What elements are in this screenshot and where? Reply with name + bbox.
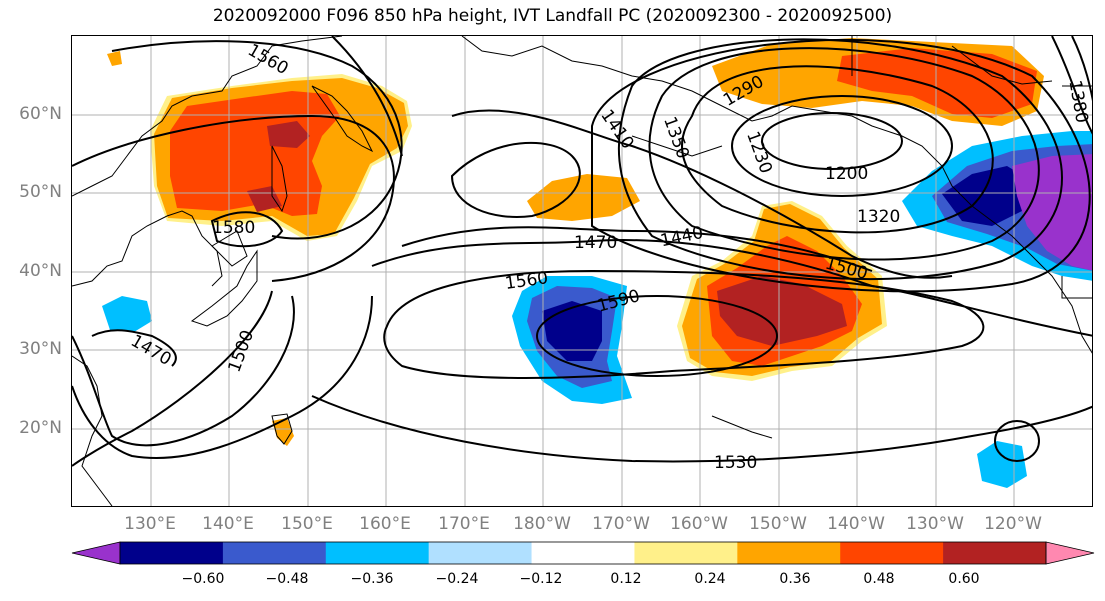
shade-small-orange	[272, 418, 294, 446]
colorbar-segment	[531, 542, 635, 564]
contour-label: 1200	[825, 164, 868, 184]
map-panel: 1560 1580 1470 1500 1410 1350 1290 1230 …	[71, 35, 1093, 507]
colorbar-tick: −0.12	[519, 571, 563, 587]
coastlines	[72, 36, 1092, 506]
lon-label: 140°E	[202, 514, 254, 534]
colorbar-outline	[119, 541, 1047, 565]
colorbar-tick: −0.36	[350, 571, 394, 587]
lon-label: 160°W	[670, 514, 728, 534]
lon-label: 170°E	[438, 514, 490, 534]
colorbar-tick: 0.60	[948, 571, 980, 587]
shade-small-orange-2	[107, 51, 122, 66]
colorbar-segment	[943, 542, 1047, 564]
height-contours	[72, 36, 1092, 467]
lon-label: 170°W	[592, 514, 650, 534]
colorbar-segment	[120, 542, 224, 564]
contour-label: 1530	[714, 453, 757, 473]
colorbar-extend-low	[71, 541, 121, 565]
lat-label: 60°N	[19, 104, 62, 124]
colorbar-tick: 0.12	[610, 571, 642, 587]
colorbar-tick: 0.48	[863, 571, 895, 587]
lat-label: 40°N	[19, 261, 62, 281]
colorbar-segment	[737, 542, 841, 564]
colorbar-tick: 0.36	[779, 571, 811, 587]
colorbar-tick: 0.24	[694, 571, 726, 587]
colorbar	[71, 541, 1095, 565]
lon-label: 160°E	[359, 514, 411, 534]
colorbar-tick: −0.60	[181, 571, 225, 587]
shade-nwam-purple	[1012, 154, 1092, 271]
ivt-shading	[102, 38, 1092, 488]
shade-cp-dark	[717, 276, 847, 346]
colorbar-tick: −0.48	[265, 571, 309, 587]
colorbar-segment	[325, 542, 430, 564]
colorbar-segment	[222, 542, 327, 564]
lat-label: 50°N	[19, 182, 62, 202]
lon-label: 120°W	[984, 514, 1042, 534]
contour-label: 1500	[225, 328, 259, 375]
colorbar-segment	[428, 542, 533, 564]
contour-label: 1350	[659, 114, 693, 161]
lat-label: 20°N	[19, 418, 62, 438]
contour-label: 1470	[574, 233, 617, 253]
colorbar-extend-high	[1045, 541, 1095, 565]
colorbar-segment	[840, 542, 944, 564]
shade-eastasia-dark	[247, 121, 310, 212]
shade-alaska-red	[837, 48, 1037, 118]
shade-japan-cyan	[102, 296, 152, 332]
lon-label: 140°W	[827, 514, 885, 534]
contour-label: 1440	[659, 223, 705, 252]
colorbar-segment	[634, 542, 738, 564]
lon-label: 130°W	[906, 514, 964, 534]
lon-label: 150°E	[281, 514, 333, 534]
lon-label: 130°E	[124, 514, 176, 534]
shade-central-orange	[527, 174, 640, 221]
map-canvas: 1560 1580 1470 1500 1410 1350 1290 1230 …	[72, 36, 1092, 506]
shade-neg-navy	[542, 301, 602, 361]
colorbar-segments	[71, 541, 1095, 565]
colorbar-tick: −0.24	[435, 571, 479, 587]
shade-hawaii-east-cyan	[977, 441, 1027, 488]
contour-label: 1320	[857, 207, 900, 227]
contour-label: 1230	[742, 129, 776, 176]
lon-label: 150°W	[749, 514, 807, 534]
contour-label: 1580	[212, 218, 255, 238]
chart-title: 2020092000 F096 850 hPa height, IVT Land…	[212, 6, 893, 26]
lat-label: 30°N	[19, 339, 62, 359]
lon-label: 180°W	[513, 514, 571, 534]
